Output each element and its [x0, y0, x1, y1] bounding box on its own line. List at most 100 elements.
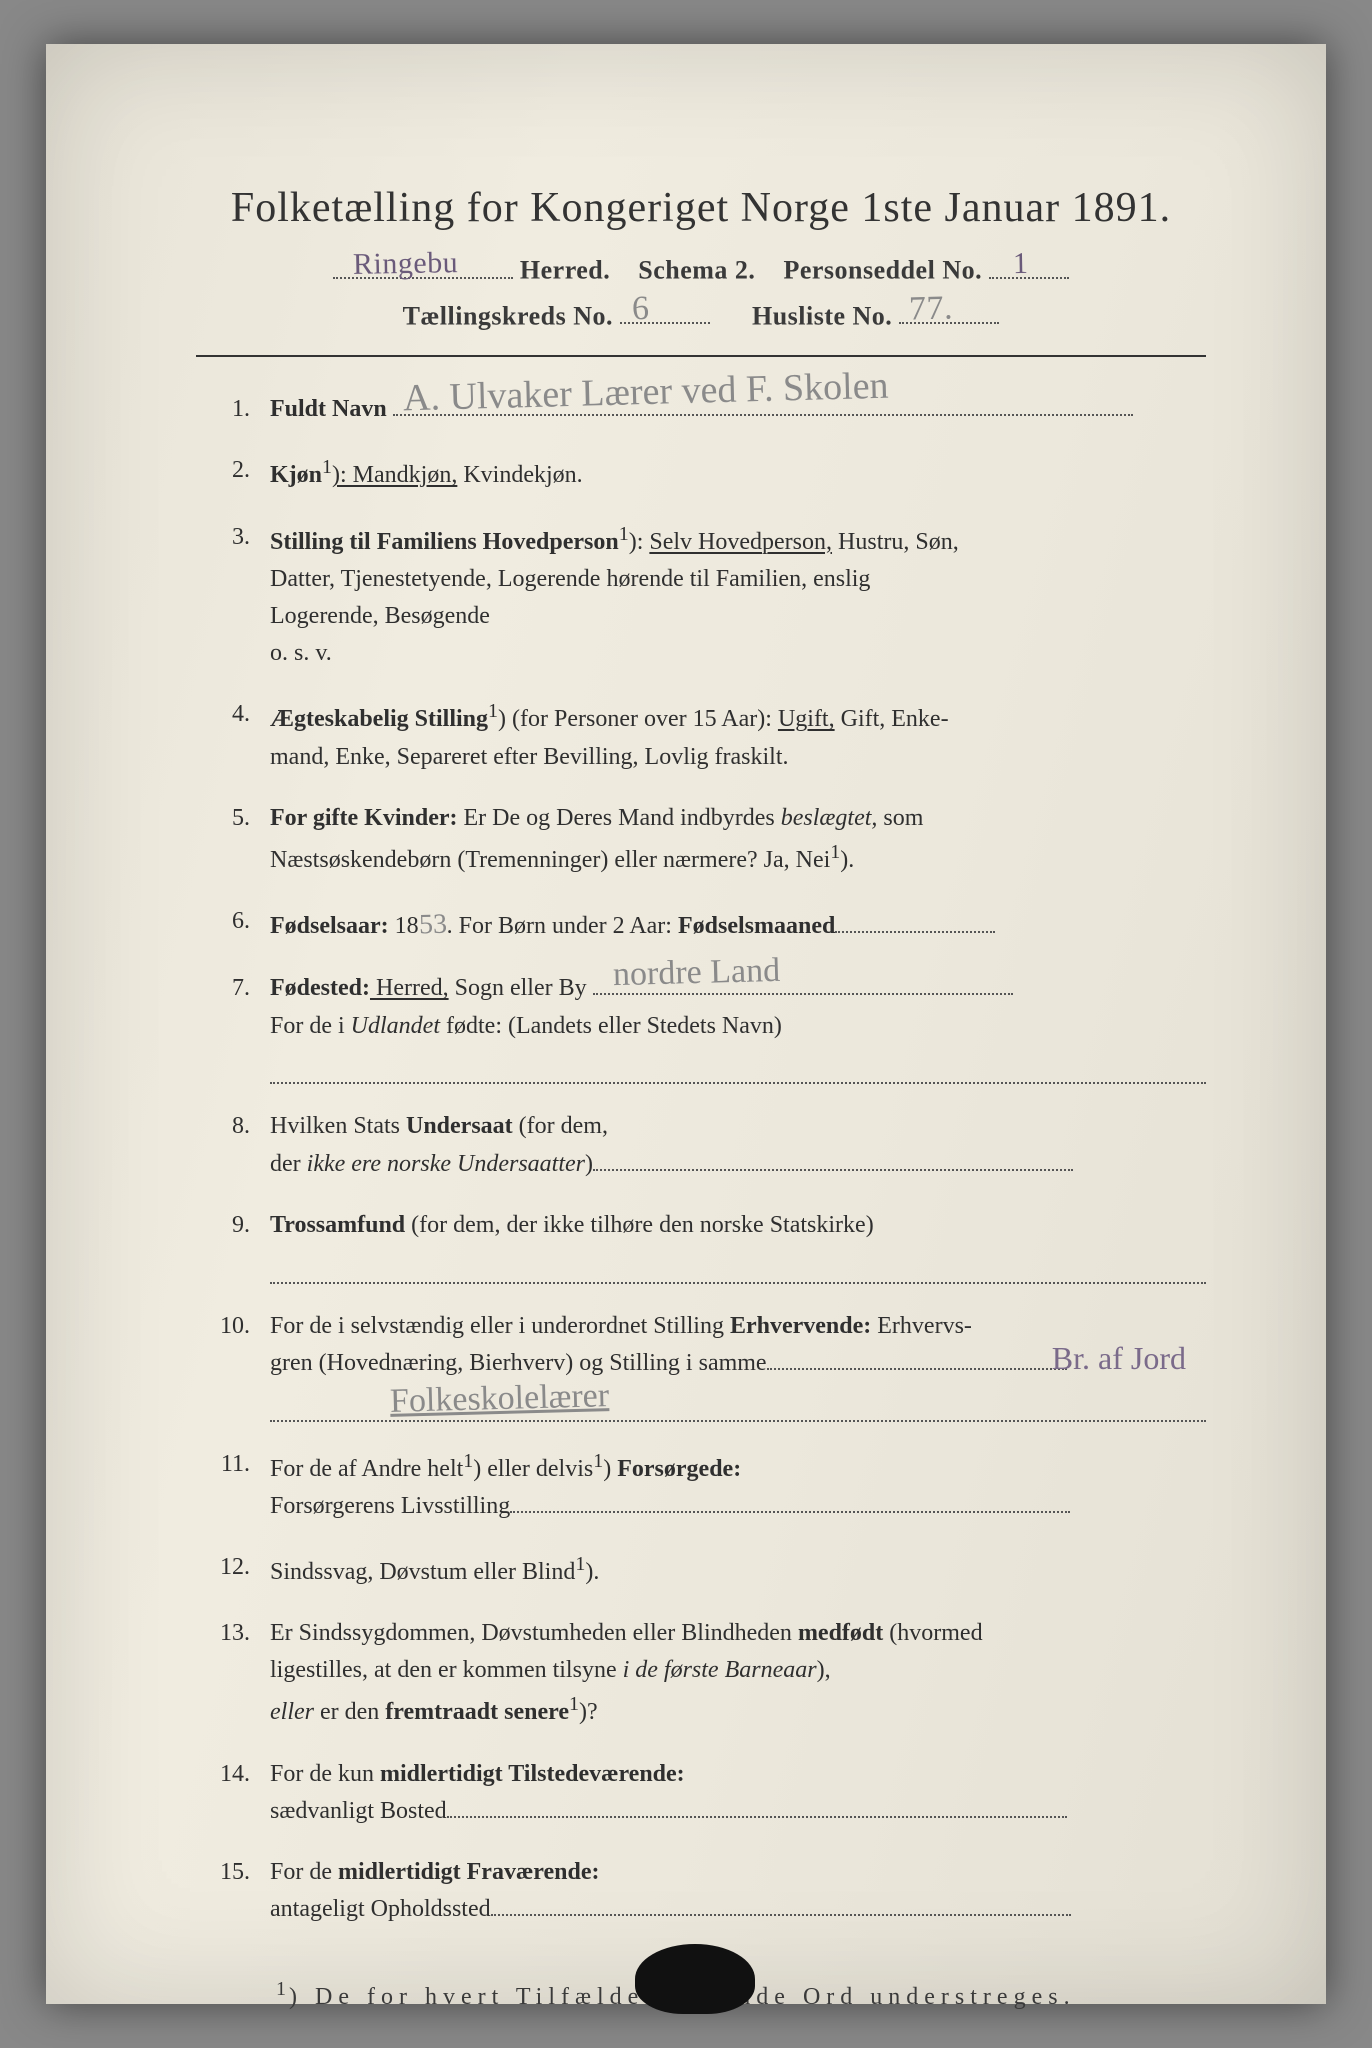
question-12: 12. Sindssvag, Døvstum eller Blind1). — [206, 1549, 1206, 1591]
q3-l3: Logerende, Besøgende — [270, 603, 490, 629]
q10-hand2: Folkeskolelærer — [389, 1370, 609, 1428]
q15-body: For de midlertidigt Fraværende: antageli… — [270, 1854, 1206, 1928]
q3-label: Stilling til Familiens Hovedperson — [270, 529, 619, 555]
form-title: Folketælling for Kongeriget Norge 1ste J… — [196, 184, 1206, 232]
q5-l1b: som — [877, 805, 923, 831]
q9-dots — [270, 1250, 1206, 1284]
questions-list: 1. Fuldt Navn A. Ulvaker Lærer ved F. Sk… — [196, 391, 1206, 1928]
q4-l1b: Gift, Enke- — [835, 706, 949, 732]
question-2: 2. Kjøn1): Mandkjøn, Kvindekjøn. — [206, 452, 1206, 494]
q8-body: Hvilken Stats Undersaat (for dem, der ik… — [270, 1108, 1206, 1182]
question-3: 3. Stilling til Familiens Hovedperson1):… — [206, 519, 1206, 673]
q2-num: 2. — [206, 452, 270, 494]
q13-ital: i de første Barneaar — [623, 1657, 817, 1683]
q8-l1b: (for dem, — [513, 1113, 608, 1139]
q7-hand: nordre Land — [612, 945, 780, 1002]
question-10: 10. For de i selvstændig eller i underor… — [206, 1308, 1206, 1422]
q5-l1: Er De og Deres Mand indbyrdes — [458, 805, 781, 831]
q15-l2: antageligt Opholdssted — [270, 1896, 491, 1922]
q6-mid: . For Børn under 2 Aar: — [447, 913, 678, 939]
personseddel-field: 1 — [989, 250, 1069, 279]
q4-label: Ægteskabelig Stilling — [270, 706, 488, 732]
q2-body: Kjøn1): Mandkjøn, Kvindekjøn. — [270, 452, 1206, 494]
q13-l3c: )? — [579, 1699, 598, 1725]
question-8: 8. Hvilken Stats Undersaat (for dem, der… — [206, 1108, 1206, 1182]
q12-body: Sindssvag, Døvstum eller Blind1). — [270, 1549, 1206, 1591]
husliste-field: 77. — [899, 296, 999, 325]
q13-l1: Er Sindssygdommen, Døvstumheden eller Bl… — [270, 1620, 798, 1646]
q5-ital: beslægtet, — [781, 805, 878, 831]
q2-label: Kjøn — [270, 462, 322, 488]
q13-sup: 1 — [569, 1693, 579, 1715]
q3-l1b: Hustru, Søn, — [832, 529, 959, 555]
q10-bold: Erhvervende: — [730, 1313, 871, 1339]
q11-dots — [510, 1491, 1070, 1513]
q15-num: 15. — [206, 1854, 270, 1928]
kreds-hand: 6 — [631, 290, 649, 328]
q11-l1b: ) eller delvis — [473, 1456, 593, 1482]
q13-num: 13. — [206, 1615, 270, 1732]
herred-field: Ringebu — [333, 250, 513, 279]
q8-l1: Hvilken Stats — [270, 1113, 406, 1139]
q2-text-underlined: ): Mandkjøn, — [332, 462, 457, 488]
q6-label2: Fødselsmaaned — [678, 913, 835, 939]
q8-l2b: ) — [585, 1151, 593, 1177]
q8-bold: Undersaat — [406, 1113, 513, 1139]
q7-l2a: For de i — [270, 1013, 351, 1039]
q5-label: For gifte Kvinder: — [270, 805, 458, 831]
personseddel-hand: 1 — [1013, 246, 1029, 280]
q7-field: nordre Land — [593, 974, 1013, 996]
herred-handwritten: Ringebu — [353, 246, 459, 282]
q6-body: Fødselsaar: 1853. For Børn under 2 Aar: … — [270, 903, 1206, 946]
q14-l1: For de kun — [270, 1761, 380, 1787]
q12-text: Sindssvag, Døvstum eller Blind — [270, 1559, 575, 1585]
page-damage-blot — [635, 1944, 755, 2014]
q5-num: 5. — [206, 800, 270, 879]
q14-body: For de kun midlertidigt Tilstedeværende:… — [270, 1756, 1206, 1830]
husliste-hand: 77. — [909, 290, 954, 329]
q10-num: 10. — [206, 1308, 270, 1422]
q3-body: Stilling til Familiens Hovedperson1): Se… — [270, 519, 1206, 673]
schema-label: Schema 2. — [638, 256, 755, 285]
question-9: 9. Trossamfund (for dem, der ikke tilhør… — [206, 1207, 1206, 1284]
q13-l2a: ligestilles, at den er kommen tilsyne — [270, 1657, 623, 1683]
q2-text-rest: Kvindekjøn. — [457, 462, 582, 488]
q3-l4: o. s. v. — [270, 640, 332, 666]
q7-body: Fødested: Herred, Sogn eller By nordre L… — [270, 970, 1206, 1084]
q10-l1: For de i selvstændig eller i underordnet… — [270, 1313, 730, 1339]
header-divider — [196, 355, 1206, 357]
q4-l1a: ) (for Personer over 15 Aar): — [498, 706, 778, 732]
q10-body: For de i selvstændig eller i underordnet… — [270, 1308, 1206, 1422]
husliste-label: Husliste No. — [752, 301, 892, 330]
q9-text: (for dem, der ikke tilhøre den norske St… — [405, 1212, 874, 1238]
q14-l2: sædvanligt Bosted — [270, 1798, 447, 1824]
q12-num: 12. — [206, 1549, 270, 1591]
question-1: 1. Fuldt Navn A. Ulvaker Lærer ved F. Sk… — [206, 391, 1206, 428]
q11-body: For de af Andre helt1) eller delvis1) Fo… — [270, 1446, 1206, 1525]
q13-l1b: (hvormed — [883, 1620, 982, 1646]
q1-field: A. Ulvaker Lærer ved F. Skolen — [393, 395, 1133, 417]
header-row-1: Ringebu Herred. Schema 2. Personseddel N… — [196, 250, 1206, 286]
q1-num: 1. — [206, 391, 270, 428]
q13-l3a: eller — [270, 1699, 314, 1725]
q9-label: Trossamfund — [270, 1212, 405, 1238]
q10-l1b: Erhvervs- — [871, 1313, 972, 1339]
q13-body: Er Sindssygdommen, Døvstumheden eller Bl… — [270, 1615, 1206, 1732]
q14-num: 14. — [206, 1756, 270, 1830]
q13-l2b: ), — [817, 1657, 831, 1683]
q9-num: 9. — [206, 1207, 270, 1284]
question-6: 6. Fødselsaar: 1853. For Børn under 2 Aa… — [206, 903, 1206, 946]
q11-sup1: 1 — [463, 1450, 473, 1472]
q3-num: 3. — [206, 519, 270, 673]
q11-l1c: ) — [603, 1456, 617, 1482]
q8-l2a: der — [270, 1151, 307, 1177]
herred-label: Herred. — [520, 256, 610, 285]
q8-dots — [593, 1149, 1073, 1171]
q3-l2: Datter, Tjenestetyende, Logerende hørend… — [270, 566, 870, 592]
question-13: 13. Er Sindssygdommen, Døvstumheden elle… — [206, 1615, 1206, 1732]
question-11: 11. For de af Andre helt1) eller delvis1… — [206, 1446, 1206, 1525]
census-form-page: Folketælling for Kongeriget Norge 1ste J… — [46, 44, 1326, 2004]
question-5: 5. For gifte Kvinder: Er De og Deres Man… — [206, 800, 1206, 879]
q13-bold2: fremtraadt senere — [385, 1699, 569, 1725]
question-7: 7. Fødested: Herred, Sogn eller By nordr… — [206, 970, 1206, 1084]
